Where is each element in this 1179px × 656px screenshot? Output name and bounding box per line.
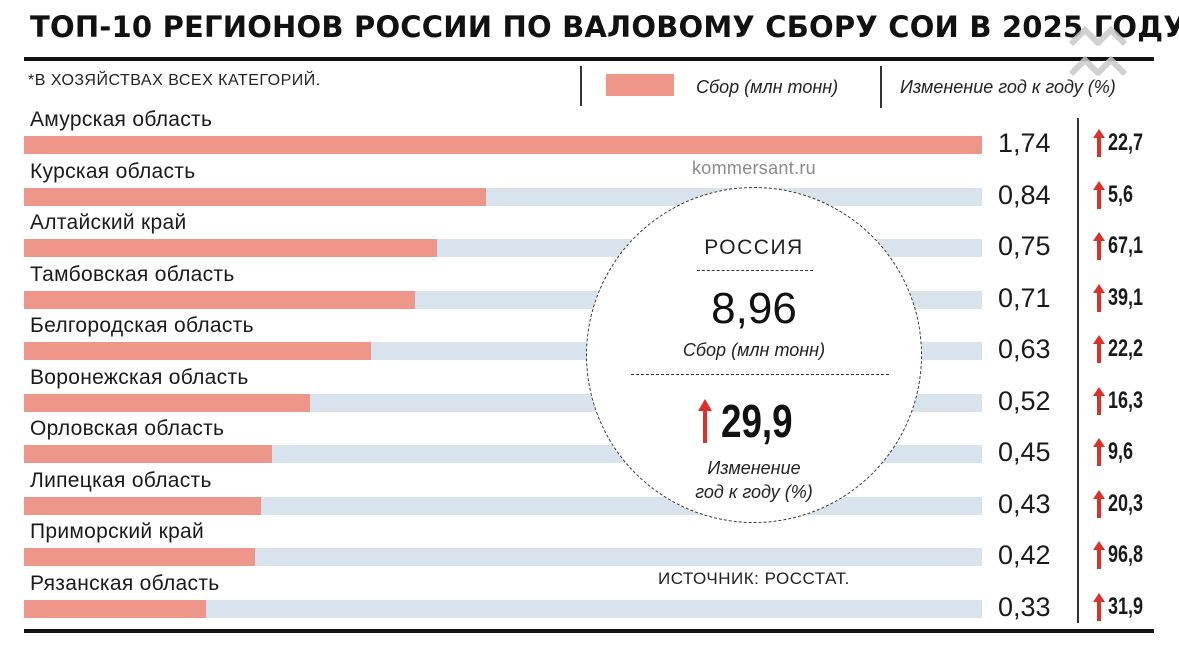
bar bbox=[24, 393, 311, 412]
value-label: 1,74 bbox=[998, 128, 1051, 158]
legend-divider-left bbox=[580, 66, 582, 106]
bar bbox=[24, 187, 487, 206]
value-label: 0,75 bbox=[998, 231, 1051, 261]
arrow-up-icon bbox=[1093, 283, 1105, 312]
arrow-up-icon bbox=[1093, 232, 1105, 260]
region-label: Белгородская область bbox=[30, 314, 254, 337]
change-label: 31,9 bbox=[1108, 592, 1144, 620]
bar bbox=[24, 599, 206, 618]
summary-change-label-line1: Изменение bbox=[707, 458, 801, 478]
arrow-up-icon bbox=[1093, 541, 1105, 569]
bar-track bbox=[24, 599, 982, 618]
bar bbox=[24, 239, 437, 257]
bar bbox=[24, 342, 371, 360]
summary-total: 8,96 bbox=[711, 284, 797, 333]
value-label: 0,52 bbox=[998, 385, 1051, 416]
region-label: Воронежская область bbox=[30, 365, 249, 389]
region-label: Тамбовская область bbox=[30, 262, 235, 286]
bar bbox=[24, 445, 272, 463]
arrow-up-icon bbox=[1093, 386, 1105, 415]
region-label: Курская область bbox=[30, 159, 196, 183]
arrow-up-icon bbox=[1093, 592, 1105, 621]
value-label: 0,42 bbox=[998, 540, 1051, 570]
bar bbox=[24, 290, 415, 309]
legend-label: Сбор (млн тонн) bbox=[696, 77, 839, 97]
region-label: Орловская область bbox=[30, 417, 225, 440]
value-label: 0,45 bbox=[998, 437, 1051, 467]
bar-track bbox=[24, 548, 982, 566]
change-label: 22,2 bbox=[1108, 335, 1144, 362]
region-label: Амурская область bbox=[30, 108, 213, 131]
change-header: Изменение год к году (%) bbox=[900, 77, 1116, 97]
legend-swatch bbox=[606, 74, 674, 96]
bar-track bbox=[24, 187, 982, 206]
region-label: Алтайский край bbox=[30, 211, 187, 234]
change-label: 5,6 bbox=[1108, 180, 1134, 208]
bar-track bbox=[24, 136, 982, 154]
value-label: 0,63 bbox=[998, 334, 1051, 364]
arrow-up-icon bbox=[1093, 489, 1105, 518]
change-label: 22,7 bbox=[1108, 129, 1144, 156]
summary-circle: РОССИЯ 8,96 Сбор (млн тонн) 29,9 Изменен… bbox=[586, 187, 922, 523]
legend-divider-right bbox=[880, 66, 882, 108]
value-label: 0,43 bbox=[998, 488, 1051, 519]
summary-change: 29,9 bbox=[721, 395, 793, 447]
arrow-up-icon bbox=[1093, 438, 1105, 466]
summary-divider-2 bbox=[631, 374, 889, 375]
value-label: 0,71 bbox=[998, 282, 1051, 313]
summary-divider bbox=[697, 270, 813, 271]
arrow-up-icon bbox=[698, 399, 713, 443]
summary-change-label-line2: год к году (%) bbox=[695, 482, 813, 502]
region-label: Рязанская область bbox=[30, 571, 220, 595]
credit-text: kommersant.ru bbox=[692, 158, 816, 178]
summary-change-label: Изменение год к году (%) bbox=[587, 456, 921, 504]
bar bbox=[24, 136, 982, 154]
change-label: 39,1 bbox=[1108, 283, 1144, 311]
arrow-up-icon bbox=[1093, 129, 1105, 157]
source-text: ИСТОЧНИК: РОССТАТ. bbox=[658, 569, 850, 588]
arrow-up-icon bbox=[1093, 335, 1105, 363]
summary-total-label: Сбор (млн тонн) bbox=[682, 340, 826, 360]
bar bbox=[24, 496, 261, 515]
bottom-rule bbox=[24, 629, 1154, 633]
change-label: 9,6 bbox=[1108, 438, 1134, 465]
value-label: 0,84 bbox=[998, 179, 1051, 210]
change-column-divider bbox=[1077, 118, 1079, 623]
top-rule bbox=[24, 57, 1154, 61]
bar bbox=[24, 548, 256, 566]
change-label: 20,3 bbox=[1108, 489, 1144, 517]
summary-country: РОССИЯ bbox=[704, 236, 804, 259]
value-label: 0,33 bbox=[998, 591, 1051, 622]
summary-change-row: 29,9 bbox=[587, 394, 921, 448]
change-label: 96,8 bbox=[1108, 541, 1144, 568]
chart-title: ТОП-10 РЕГИОНОВ РОССИИ ПО ВАЛОВОМУ СБОРУ… bbox=[30, 10, 1179, 44]
region-label: Приморский край bbox=[30, 520, 205, 543]
watermark-logo-icon bbox=[1068, 25, 1128, 77]
change-label: 16,3 bbox=[1108, 386, 1144, 414]
change-label: 67,1 bbox=[1108, 232, 1144, 259]
arrow-up-icon bbox=[1093, 180, 1105, 209]
footnote: *В ХОЗЯЙСТВАХ ВСЕХ КАТЕГОРИЙ. bbox=[28, 72, 321, 89]
region-label: Липецкая область bbox=[30, 468, 212, 492]
